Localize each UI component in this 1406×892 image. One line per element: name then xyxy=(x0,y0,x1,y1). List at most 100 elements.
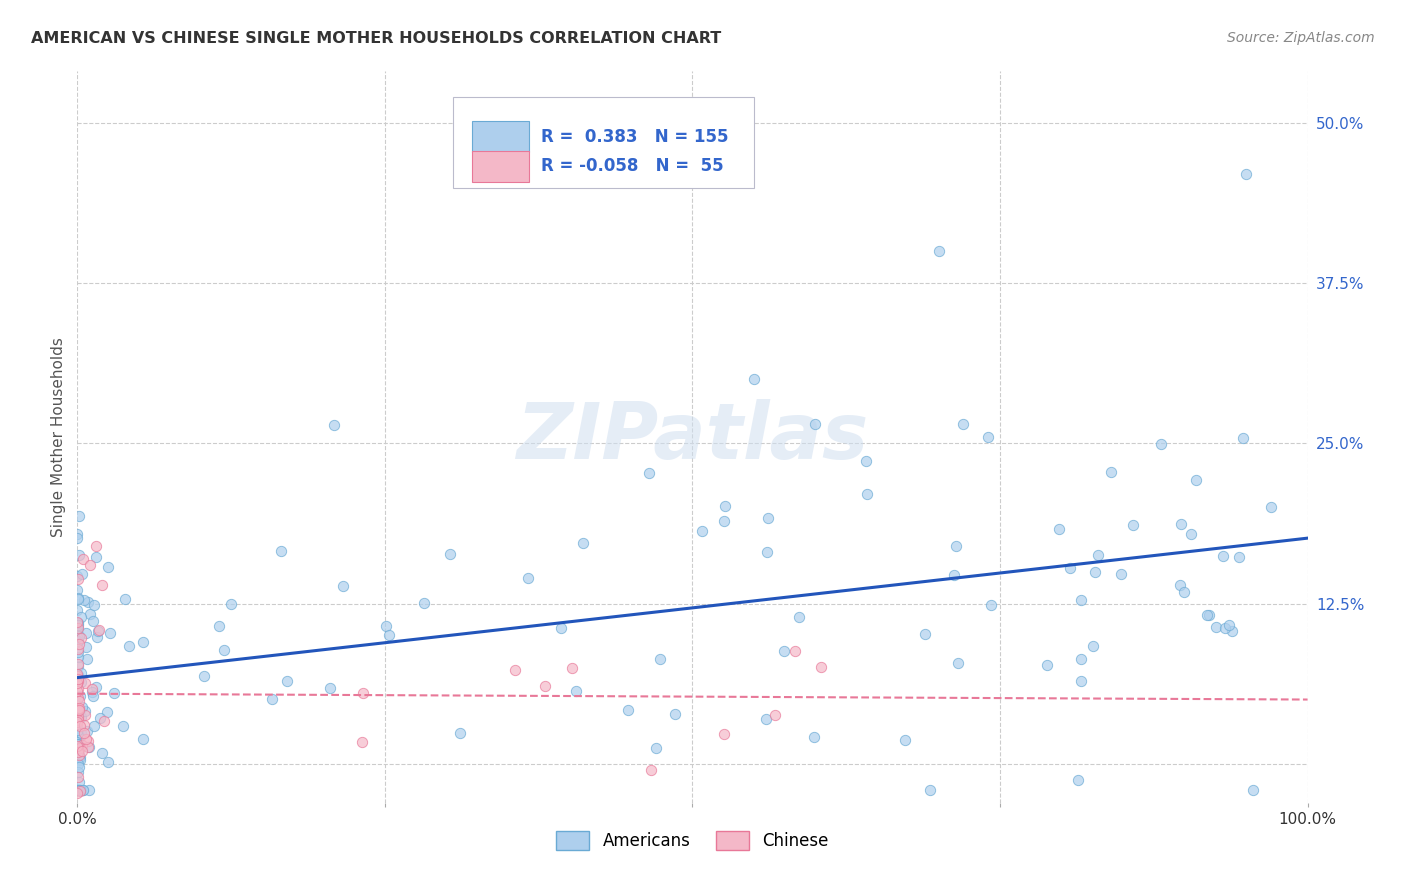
Point xyxy=(69,754,91,768)
Point xyxy=(66,785,89,799)
Point xyxy=(69,719,91,733)
Point xyxy=(83,598,105,612)
Point xyxy=(66,667,89,681)
Point xyxy=(80,685,103,699)
Point xyxy=(90,577,114,591)
Point xyxy=(67,637,90,651)
Point xyxy=(67,708,90,723)
Point xyxy=(319,681,342,695)
Point xyxy=(1087,548,1109,562)
Point xyxy=(1205,620,1227,634)
Point xyxy=(1035,657,1057,672)
Point xyxy=(67,659,90,673)
Point xyxy=(97,755,120,769)
Point xyxy=(82,689,104,703)
Point xyxy=(84,550,107,565)
Point xyxy=(276,673,298,688)
Point xyxy=(67,591,90,606)
Point xyxy=(69,674,91,689)
Point xyxy=(66,634,89,648)
Point xyxy=(920,783,942,797)
Point xyxy=(1170,516,1192,531)
Point xyxy=(67,783,90,797)
Point xyxy=(763,708,786,723)
Point xyxy=(86,630,108,644)
Point xyxy=(66,740,89,755)
Point xyxy=(69,690,91,704)
Point xyxy=(67,760,90,774)
Point xyxy=(73,718,96,732)
Point xyxy=(977,430,1000,444)
Point xyxy=(412,596,434,610)
Point xyxy=(86,624,108,638)
Point xyxy=(856,487,879,501)
Point xyxy=(66,617,89,632)
Point xyxy=(640,763,662,777)
Point xyxy=(755,713,778,727)
Point xyxy=(66,713,89,727)
Point xyxy=(66,702,89,716)
Point xyxy=(1168,577,1191,591)
Point xyxy=(67,549,90,563)
Point xyxy=(79,607,101,621)
Point xyxy=(66,569,89,583)
Text: Source: ZipAtlas.com: Source: ZipAtlas.com xyxy=(1227,31,1375,45)
Point xyxy=(77,595,100,609)
Point xyxy=(67,641,90,656)
Point xyxy=(637,466,659,480)
Point xyxy=(1070,593,1092,607)
Point xyxy=(1099,465,1122,479)
Point xyxy=(79,558,101,573)
Point xyxy=(67,629,90,643)
Point xyxy=(97,560,120,574)
Point xyxy=(66,666,89,681)
Point xyxy=(66,531,89,545)
Point xyxy=(550,621,572,635)
Point xyxy=(449,726,471,740)
Point xyxy=(1197,607,1219,622)
Point xyxy=(70,666,93,681)
Point xyxy=(66,603,89,617)
Text: R = -0.058   N =  55: R = -0.058 N = 55 xyxy=(541,157,724,175)
Point xyxy=(1220,624,1243,638)
Point xyxy=(980,599,1002,613)
Point xyxy=(70,632,93,646)
Point xyxy=(75,676,97,690)
Point xyxy=(69,783,91,797)
Point xyxy=(70,567,93,582)
Point xyxy=(66,673,89,687)
Point xyxy=(83,719,105,733)
Point xyxy=(212,643,235,657)
Point xyxy=(66,676,89,690)
Point xyxy=(332,579,354,593)
Point xyxy=(66,710,89,724)
Point xyxy=(91,746,114,760)
Point xyxy=(80,682,103,697)
Point xyxy=(72,783,94,797)
Point xyxy=(810,659,832,673)
Point xyxy=(1084,566,1107,580)
Point xyxy=(66,783,89,797)
Point xyxy=(67,703,90,717)
Point xyxy=(1070,652,1092,666)
Point xyxy=(66,783,89,797)
Point xyxy=(67,737,90,751)
Point xyxy=(1070,674,1092,689)
Point xyxy=(66,745,89,759)
Point xyxy=(66,681,89,696)
Point xyxy=(803,730,825,744)
Point xyxy=(66,723,89,738)
Point xyxy=(564,683,586,698)
Point xyxy=(66,737,89,751)
Point xyxy=(66,645,89,659)
Point xyxy=(664,706,686,721)
FancyBboxPatch shape xyxy=(453,97,754,188)
Point xyxy=(375,619,398,633)
Point xyxy=(928,244,950,258)
Point xyxy=(66,683,89,698)
Point xyxy=(66,669,89,683)
Text: AMERICAN VS CHINESE SINGLE MOTHER HOUSEHOLDS CORRELATION CHART: AMERICAN VS CHINESE SINGLE MOTHER HOUSEH… xyxy=(31,31,721,46)
Point xyxy=(439,547,461,561)
Legend: Americans, Chinese: Americans, Chinese xyxy=(550,824,835,856)
Point xyxy=(93,714,115,728)
